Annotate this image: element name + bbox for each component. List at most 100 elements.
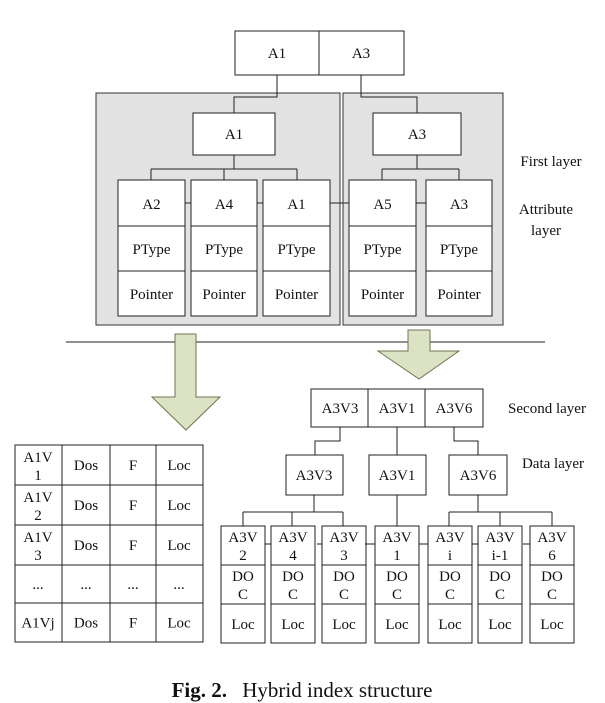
table-cell-dos: Dos bbox=[74, 458, 98, 474]
connector-first-left bbox=[150, 155, 298, 180]
leaf-loc: Loc bbox=[281, 617, 305, 633]
leaf-key-line2: 2 bbox=[239, 548, 247, 564]
leaf-doc-line2: C bbox=[495, 587, 505, 603]
leaf-doc-line2: C bbox=[392, 587, 402, 603]
leaf-doc-line1: DO bbox=[386, 569, 408, 585]
first-layer-node-right: A3 bbox=[372, 112, 462, 156]
leaf-loc: Loc bbox=[385, 617, 409, 633]
table-cell-f: F bbox=[129, 458, 137, 474]
table-cell-loc: Loc bbox=[167, 498, 191, 514]
leaf-doc-line1: DO bbox=[282, 569, 304, 585]
svg-text:A3V1: A3V1 bbox=[379, 468, 416, 484]
leaf-loc: Loc bbox=[540, 617, 564, 633]
attribute-pointer: Pointer bbox=[361, 287, 404, 303]
attribute-name: A3 bbox=[450, 197, 468, 213]
leaf-loc: Loc bbox=[231, 617, 255, 633]
arrow-down-right bbox=[376, 329, 461, 380]
table-cell-dos: ... bbox=[80, 577, 91, 593]
leaf-doc-line1: DO bbox=[541, 569, 563, 585]
svg-text:A3V3: A3V3 bbox=[296, 468, 333, 484]
leaf-key-line1: A3V bbox=[537, 530, 566, 546]
data-leaf-4: A3V 1 DO C Loc bbox=[374, 525, 420, 644]
table-cell-key-line1: A1V bbox=[23, 490, 52, 506]
table-cell-dos: Dos bbox=[74, 538, 98, 554]
leaf-doc-line1: DO bbox=[489, 569, 511, 585]
data-mid-node-3: A3V6 bbox=[448, 454, 508, 496]
attribute-name: A2 bbox=[142, 197, 160, 213]
leaf-doc-line2: C bbox=[547, 587, 557, 603]
connector-root-right bbox=[360, 75, 418, 113]
attribute-ptype: PType bbox=[132, 242, 170, 258]
caption-label: Fig. 2. bbox=[172, 678, 227, 702]
table-cell-f: F bbox=[129, 538, 137, 554]
attribute-name: A1 bbox=[287, 197, 305, 213]
leaf-key-line1: A3V bbox=[228, 530, 257, 546]
attribute-layer-label-2: layer bbox=[531, 223, 561, 239]
leaf-doc-line1: DO bbox=[232, 569, 254, 585]
leaf-doc-line2: C bbox=[238, 587, 248, 603]
table-row: A1V 3 Dos F Loc bbox=[23, 530, 191, 564]
leaf-loc: Loc bbox=[332, 617, 356, 633]
table-cell-dos: Dos bbox=[74, 498, 98, 514]
left-data-table: A1V 1 Dos F Loc A1V 2 Dos F Loc A1V 3 Dos F Loc.......… bbox=[14, 444, 204, 643]
leaf-key-line2: 6 bbox=[548, 548, 556, 564]
data-leaf-2: A3V 4 DO C Loc bbox=[270, 525, 316, 644]
attribute-column-3: A1 PType Pointer bbox=[262, 179, 331, 317]
leaf-doc-line2: C bbox=[288, 587, 298, 603]
table-cell-f: F bbox=[129, 498, 137, 514]
data-leaf-3: A3V 3 DO C Loc bbox=[321, 525, 367, 644]
data-leaves: A3V 2 DO C Loc A3V 4 DO C Loc A3V 3 DO C Loc A3V 1 DO C Loc… bbox=[220, 525, 575, 644]
leaf-key-line1: A3V bbox=[382, 530, 411, 546]
second-layer-cell-1: A3V3 bbox=[322, 401, 359, 417]
first-layer-node-left: A1 bbox=[192, 112, 276, 156]
connector-second-mid bbox=[314, 427, 479, 455]
table-row: A1V 1 Dos F Loc bbox=[23, 450, 191, 484]
table-cell-key: ... bbox=[32, 577, 43, 593]
data-leaf-6: A3V i-1 DO C Loc bbox=[477, 525, 523, 644]
attribute-pointer: Pointer bbox=[130, 287, 173, 303]
leaf-key-line2: 4 bbox=[289, 548, 297, 564]
table-cell-key-line2: 2 bbox=[34, 508, 42, 524]
data-leaf-1: A3V 2 DO C Loc bbox=[220, 525, 266, 644]
leaf-doc-line2: C bbox=[339, 587, 349, 603]
table-cell-dos: Dos bbox=[74, 616, 98, 632]
leaf-doc-line1: DO bbox=[439, 569, 461, 585]
table-cell-loc: ... bbox=[173, 577, 184, 593]
attribute-columns: A2 PType Pointer A4 PType Pointer A1 PType Point… bbox=[117, 179, 493, 317]
connector-mid-leaves-3 bbox=[448, 495, 553, 526]
top-root-a1: A1 bbox=[268, 46, 286, 62]
table-cell-key-line2: 3 bbox=[34, 548, 42, 564]
top-root-a3: A3 bbox=[352, 46, 370, 62]
svg-text:A1: A1 bbox=[225, 127, 243, 143]
data-layer-label: Data layer bbox=[522, 456, 584, 472]
table-row: A1Vj Dos F Loc bbox=[21, 616, 191, 632]
figure-caption: Fig. 2. Hybrid index structure bbox=[172, 678, 433, 702]
leaf-key-line2: i-1 bbox=[492, 548, 509, 564]
table-cell-key-line1: A1V bbox=[23, 450, 52, 466]
attribute-column-2: A4 PType Pointer bbox=[190, 179, 258, 317]
leaf-key-line1: A3V bbox=[329, 530, 358, 546]
second-layer-cell-3: A3V6 bbox=[436, 401, 473, 417]
attribute-ptype: PType bbox=[440, 242, 478, 258]
table-cell-key-line1: A1V bbox=[23, 530, 52, 546]
leaf-key-line1: A3V bbox=[485, 530, 514, 546]
table-cell-f: ... bbox=[127, 577, 138, 593]
svg-text:A3V6: A3V6 bbox=[460, 468, 497, 484]
data-leaf-7: A3V 6 DO C Loc bbox=[529, 525, 575, 644]
svg-text:A3: A3 bbox=[408, 127, 426, 143]
table-cell-key: A1Vj bbox=[21, 616, 54, 632]
connector-first-right bbox=[381, 155, 460, 180]
connector-mid-leaves-1 bbox=[242, 495, 344, 526]
second-layer-cell-2: A3V1 bbox=[379, 401, 416, 417]
data-mid-node-2: A3V1 bbox=[368, 454, 427, 496]
first-layer-label: First layer bbox=[520, 154, 581, 170]
leaf-loc: Loc bbox=[488, 617, 512, 633]
arrow-down-left bbox=[150, 333, 222, 431]
attribute-column-5: A3 PType Pointer bbox=[425, 179, 493, 317]
second-layer-label: Second layer bbox=[508, 401, 586, 417]
attribute-ptype: PType bbox=[277, 242, 315, 258]
attribute-pointer: Pointer bbox=[202, 287, 245, 303]
top-root-node: A1 A3 bbox=[234, 30, 405, 76]
leaf-key-line2: 1 bbox=[393, 548, 401, 564]
attribute-pointer: Pointer bbox=[437, 287, 480, 303]
